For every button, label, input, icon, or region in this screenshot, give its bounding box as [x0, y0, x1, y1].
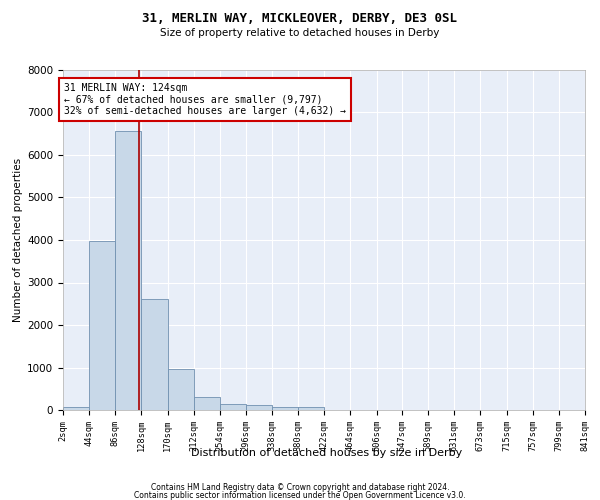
Bar — [63, 406, 89, 410]
Bar — [194, 397, 220, 410]
Text: 31, MERLIN WAY, MICKLEOVER, DERBY, DE3 0SL: 31, MERLIN WAY, MICKLEOVER, DERBY, DE3 0… — [143, 12, 458, 26]
Bar — [167, 369, 194, 410]
Bar — [246, 406, 272, 410]
Y-axis label: Number of detached properties: Number of detached properties — [13, 158, 23, 322]
Bar — [220, 404, 246, 410]
Bar — [115, 131, 142, 410]
Text: Size of property relative to detached houses in Derby: Size of property relative to detached ho… — [160, 28, 440, 38]
Text: Contains HM Land Registry data © Crown copyright and database right 2024.: Contains HM Land Registry data © Crown c… — [151, 483, 449, 492]
Bar — [89, 241, 115, 410]
Text: Contains public sector information licensed under the Open Government Licence v3: Contains public sector information licen… — [134, 492, 466, 500]
Text: 31 MERLIN WAY: 124sqm
← 67% of detached houses are smaller (9,797)
32% of semi-d: 31 MERLIN WAY: 124sqm ← 67% of detached … — [64, 82, 346, 116]
Bar — [298, 407, 325, 410]
Text: Distribution of detached houses by size in Derby: Distribution of detached houses by size … — [191, 448, 463, 458]
Bar — [272, 406, 298, 410]
Bar — [142, 298, 167, 410]
